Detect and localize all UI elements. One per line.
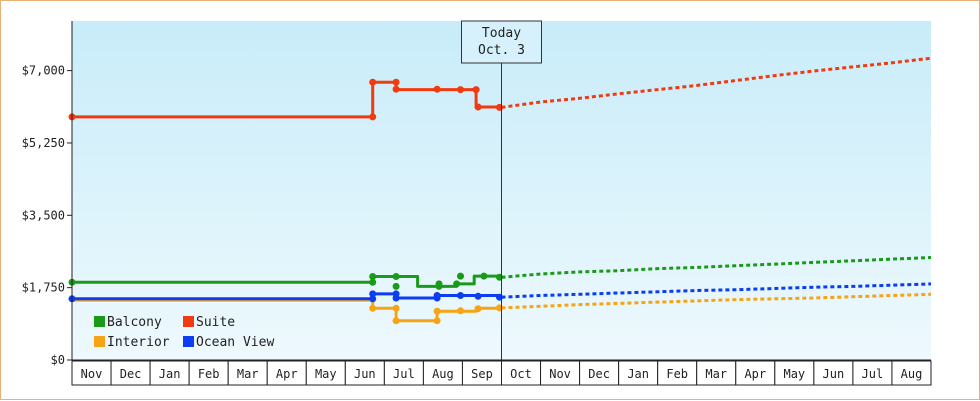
x-tick-label: Mar [705,367,727,381]
x-category-cell [540,360,581,386]
x-tick-label: Jun [354,367,376,381]
data-point [433,307,441,315]
data-point [392,282,400,290]
data-point [472,86,480,94]
data-point [457,86,464,94]
series-ocean-view [68,282,932,303]
x-tick-label: Dec [120,367,142,381]
x-category-cell [71,360,112,386]
x-category-cell [657,360,698,386]
data-point [369,78,377,86]
data-point [369,113,377,121]
data-point [392,317,400,325]
legend-label: Balcony [107,315,162,330]
legend-label: Ocean View [196,335,274,350]
data-point [457,307,464,315]
data-point [392,85,400,93]
x-category-cell [852,360,893,386]
x-category-cell [266,360,307,386]
x-tick-label: Nov [81,367,103,381]
data-point [435,280,443,288]
today-box [461,20,542,64]
legend-label: Suite [196,315,235,330]
data-point [474,292,482,300]
x-tick-label: Aug [901,367,923,381]
legend-swatch [94,336,105,347]
y-tick-label: $1,750 [22,281,65,295]
legend-label: Interior [107,335,170,350]
x-category-cell [422,360,463,386]
data-point [392,294,400,302]
x-category-cell [227,360,268,386]
data-point [433,85,441,93]
data-point [369,304,377,312]
x-tick-label: Dec [588,367,610,381]
x-tick-label: Mar [237,367,259,381]
x-tick-label: Feb [666,367,688,381]
legend: Balcony Suite Interior Ocean View [94,315,274,350]
y-tick-label: $5,250 [22,136,65,150]
forecast-line [501,56,932,109]
legend-swatch [183,316,194,327]
axes [71,21,931,361]
forecast-line [501,282,932,299]
data-point [433,317,441,325]
data-point [369,278,377,286]
x-category-cell [501,360,542,386]
x-axis-ticks: Nov Dec Jan Feb Mar Apr May Jun Jul Aug Sep Oct Nov D… [71,360,932,386]
x-category-cell [305,360,346,386]
x-category-cell [188,360,229,386]
data-point [457,272,464,280]
data-point [453,280,461,288]
data-point [480,272,488,280]
data-point [369,290,377,298]
legend-swatch [94,316,105,327]
x-category-cell [579,360,620,386]
x-category-cell [383,360,424,386]
x-tick-label: Apr [744,367,766,381]
x-tick-label: Jan [627,367,649,381]
x-category-cell [344,360,385,386]
x-category-cell [149,360,190,386]
x-tick-label: Sep [471,367,493,381]
x-category-cell [735,360,776,386]
forecast-line [501,256,932,279]
today-marker: Today Oct. 3 [461,20,542,360]
y-tick-label: $7,000 [22,64,65,78]
x-tick-label: Jul [393,367,415,381]
data-point [474,103,482,111]
x-tick-label: Jul [862,367,884,381]
x-category-cell [813,360,854,386]
x-tick-label: Oct [510,367,532,381]
x-category-cell [461,360,503,386]
data-point [392,304,400,312]
data-point [433,292,441,299]
x-tick-label: Jan [159,367,181,381]
y-axis-ticks: $0 $1,750 $3,500 $5,250 $7,000 [22,64,72,367]
today-label: Today [482,26,521,41]
x-tick-label: Jun [823,367,845,381]
y-tick-label: $3,500 [22,208,65,222]
y-tick-label: $0 [51,353,65,367]
data-point [457,292,464,299]
x-tick-label: May [783,367,805,381]
x-tick-label: Nov [549,367,571,381]
x-tick-label: Apr [276,367,298,381]
data-point [392,78,400,86]
x-tick-label: May [315,367,337,381]
x-tick-label: Aug [432,367,454,381]
x-category-cell [891,360,932,386]
legend-swatch [183,336,194,347]
data-point [474,305,482,313]
forecast-line [501,292,932,310]
data-point [369,273,377,280]
data-point [392,273,400,280]
today-date: Oct. 3 [478,43,525,58]
x-tick-label: Feb [198,367,220,381]
x-category-cell [774,360,815,386]
data-point [369,295,377,303]
